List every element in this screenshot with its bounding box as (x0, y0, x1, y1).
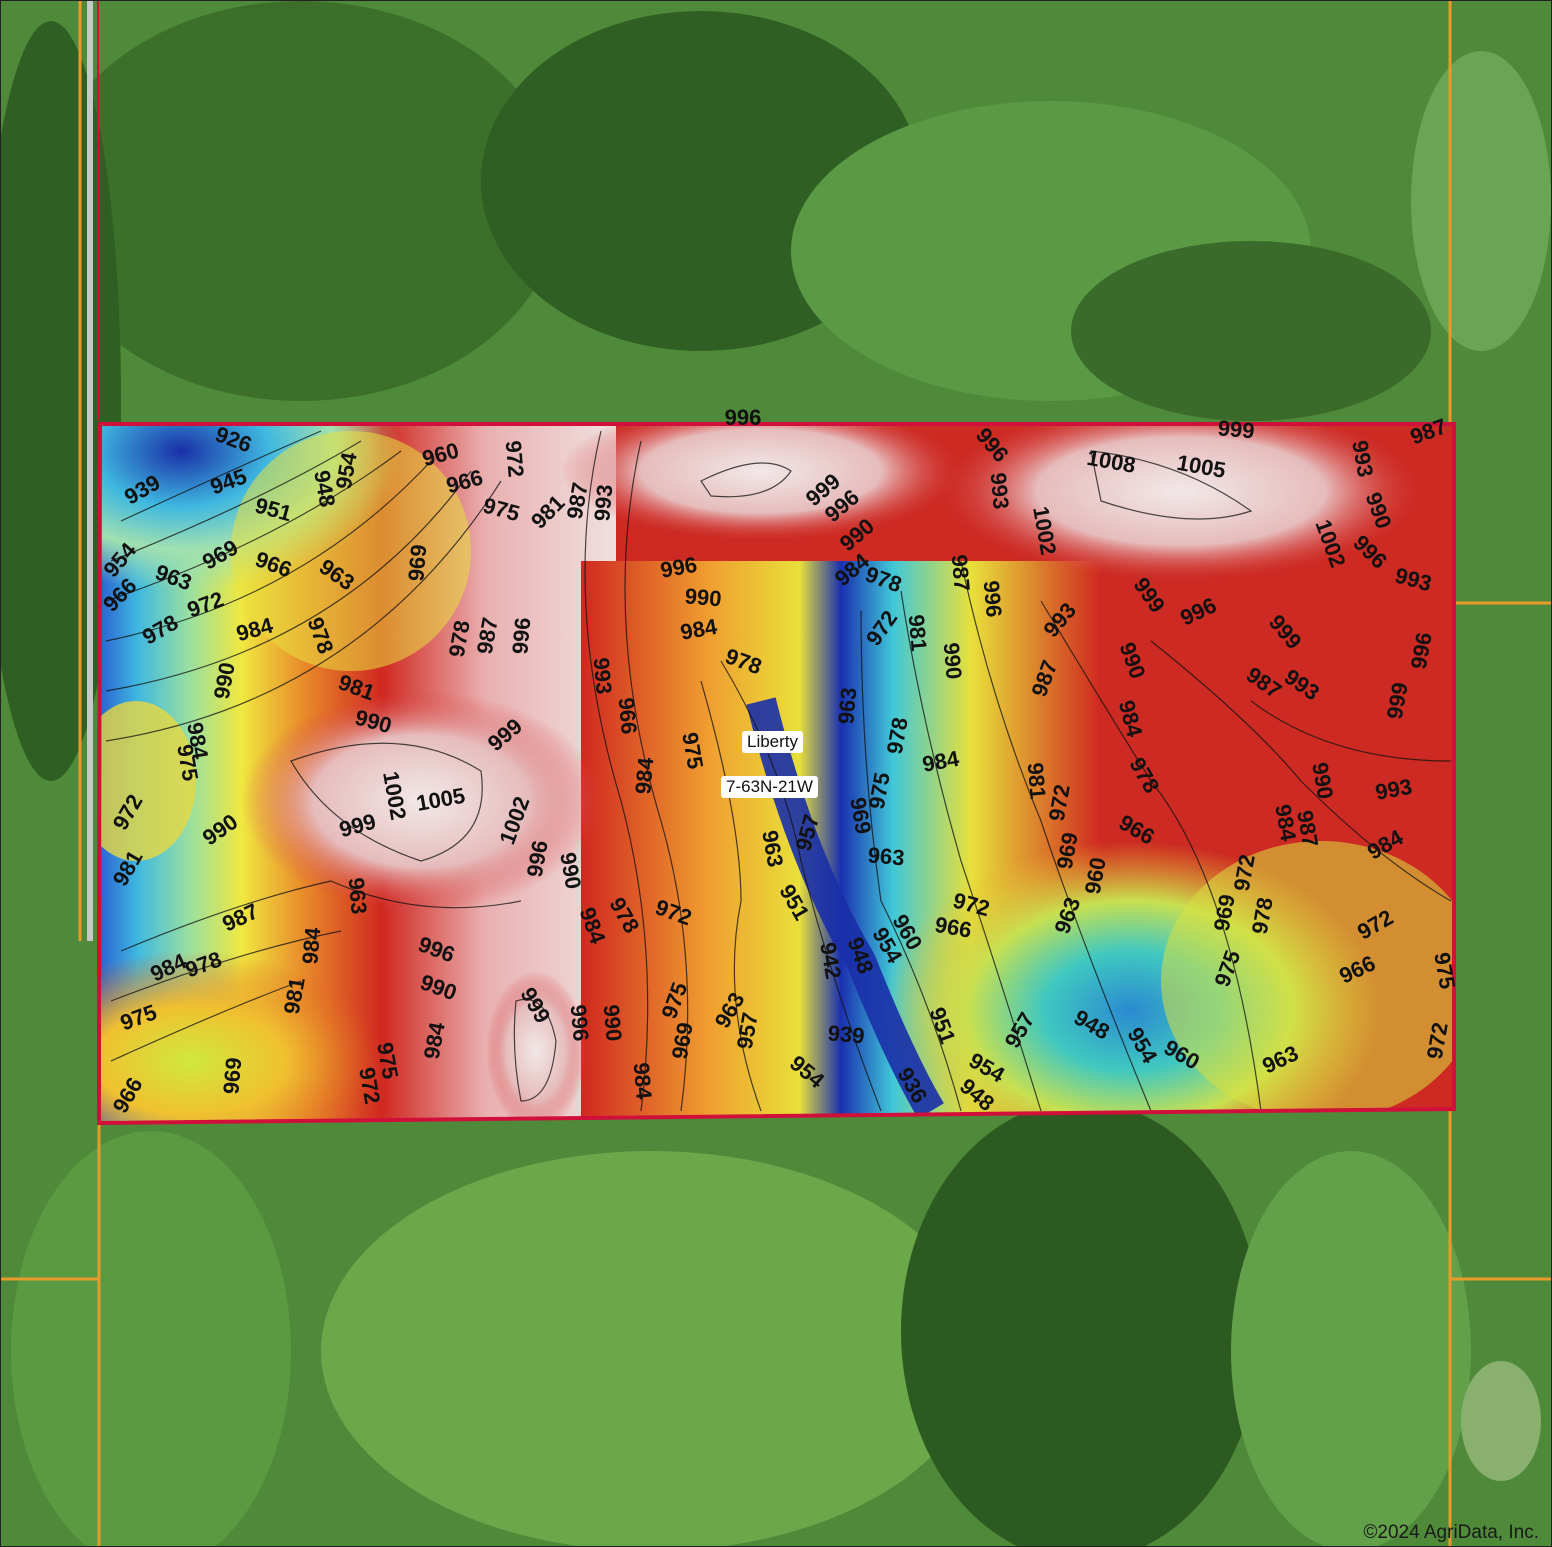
elevation-label: 990 (684, 583, 723, 611)
elevation-label: 990 (939, 641, 967, 680)
elevation-label: 963 (344, 876, 372, 915)
field-boundary[interactable] (97, 422, 1456, 1126)
township-label: Liberty (742, 731, 804, 753)
elevation-label: 981 (904, 613, 932, 652)
elevation-label: 993 (589, 483, 617, 522)
elevation-label: 966 (614, 696, 642, 735)
elevation-label: 996 (725, 405, 762, 430)
elevation-label: 993 (986, 471, 1014, 510)
elevation-label: 984 (629, 1061, 657, 1101)
elevation-label: 969 (218, 1056, 246, 1095)
section-label: 7-63N-21W (721, 776, 818, 798)
elevation-label: 972 (501, 439, 529, 478)
copyright-notice: ©2024 AgriData, Inc. (1363, 1522, 1539, 1543)
elevation-label: 984 (630, 756, 658, 796)
elevation-label: 984 (297, 926, 325, 966)
elevation-label: 963 (867, 842, 906, 870)
elevation-label: 963 (833, 686, 861, 725)
elevation-label: 981 (1023, 761, 1051, 800)
contour-lines (105, 430, 1452, 1112)
elevation-label: 993 (589, 656, 617, 695)
elevation-label: 996 (507, 616, 535, 655)
elevation-label: 999 (1217, 415, 1256, 443)
elevation-label: 996 (566, 1003, 594, 1042)
elevation-label: 996 (979, 579, 1007, 618)
elevation-label: 939 (827, 1020, 866, 1048)
elevation-label: 969 (403, 543, 431, 582)
elevation-label: 987 (947, 553, 975, 592)
elevation-label: 990 (599, 1003, 627, 1042)
